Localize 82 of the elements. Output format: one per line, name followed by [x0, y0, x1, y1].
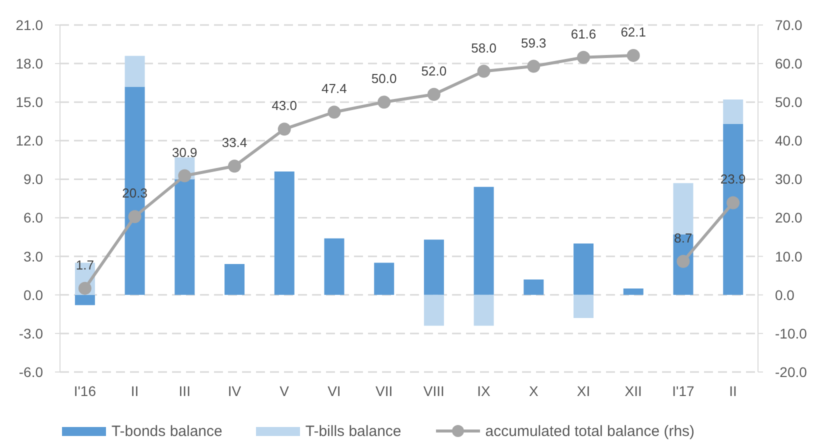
y-tick-label: -3.0 — [18, 325, 44, 342]
x-tick-label: XII — [624, 382, 642, 399]
y2-tick-label: 10.0 — [775, 248, 802, 264]
point — [427, 88, 440, 101]
bar — [474, 186, 494, 295]
y2-tick-label: 20.0 — [775, 210, 802, 226]
point — [178, 169, 192, 182]
y2-tick-label: 30.0 — [775, 171, 802, 188]
point — [726, 196, 740, 210]
legend-label: T-bills balance — [305, 422, 402, 440]
point — [626, 48, 640, 62]
x-tick-label: IV — [228, 382, 242, 399]
x-tick-label: II — [729, 382, 737, 399]
bar — [274, 172, 294, 295]
y-tick-label: 6.0 — [24, 210, 44, 226]
data-label: 62.1 — [620, 24, 646, 40]
data-label: 50.0 — [371, 71, 397, 86]
bar — [723, 124, 744, 295]
y-tick-label: 3.0 — [24, 248, 44, 264]
data-label: 52.0 — [421, 63, 447, 78]
data-label: 8.7 — [674, 230, 692, 246]
bar — [673, 183, 694, 234]
y-tick-label: 0.0 — [24, 286, 44, 303]
y-tick-label: 9.0 — [24, 171, 44, 188]
legend-label: accumulated total balance (rhs) — [485, 422, 695, 440]
bar — [623, 288, 644, 295]
data-label: 59.3 — [520, 35, 546, 50]
bar — [174, 179, 195, 295]
y2-tick-label: 0.0 — [775, 286, 795, 303]
data-label: 1.7 — [76, 257, 94, 272]
x-tick-label: V — [280, 382, 290, 399]
y-tick-label: 21.0 — [16, 16, 44, 33]
y-tick-label: 18.0 — [16, 56, 44, 72]
data-label: 33.4 — [222, 135, 248, 150]
data-label: 61.6 — [570, 26, 596, 42]
y-tick-label: 15.0 — [16, 94, 44, 110]
point — [527, 60, 540, 73]
y-tick-label: 12.0 — [16, 132, 44, 149]
bar — [324, 238, 344, 295]
data-label: 47.4 — [322, 81, 347, 96]
point — [378, 96, 391, 109]
legend-label: T-bonds balance — [111, 422, 222, 440]
y2-tick-label: 60.0 — [775, 56, 802, 72]
point — [676, 254, 690, 268]
x-tick-label: III — [178, 382, 190, 399]
x-tick-label: II — [130, 382, 139, 399]
y2-tick-label: 40.0 — [775, 132, 802, 149]
bar — [574, 294, 594, 318]
point — [477, 64, 490, 78]
x-tick-label: I'16 — [74, 382, 96, 399]
bar — [124, 56, 145, 87]
point — [328, 106, 341, 119]
point — [128, 210, 142, 224]
data-label: 58.0 — [471, 40, 496, 56]
y-tick-label: -6.0 — [18, 364, 44, 380]
point — [78, 282, 92, 295]
bar — [74, 294, 95, 306]
y2-tick-label: -10.0 — [775, 325, 808, 342]
bar — [124, 86, 145, 295]
data-label: 43.0 — [272, 98, 298, 114]
point — [278, 122, 291, 136]
x-tick-label: VI — [328, 382, 341, 399]
bar — [374, 262, 394, 295]
data-label: 30.9 — [172, 144, 198, 160]
bar — [474, 294, 494, 326]
x-tick-label: X — [528, 382, 539, 399]
point — [228, 160, 241, 173]
x-tick-label: XI — [576, 382, 590, 399]
x-tick-label: I'17 — [672, 382, 694, 399]
y2-tick-label: 50.0 — [775, 94, 802, 110]
x-tick-label: VIII — [423, 382, 444, 399]
y2-tick-label: -20.0 — [775, 364, 808, 380]
y2-tick-label: 70.0 — [775, 16, 802, 33]
bar — [524, 279, 544, 295]
bar — [424, 240, 444, 295]
bar — [424, 294, 444, 326]
bar — [723, 100, 744, 124]
point — [577, 50, 590, 64]
bar — [574, 243, 594, 295]
bar — [224, 264, 245, 295]
x-tick-label: IX — [477, 382, 492, 399]
x-tick-label: VII — [376, 382, 393, 399]
